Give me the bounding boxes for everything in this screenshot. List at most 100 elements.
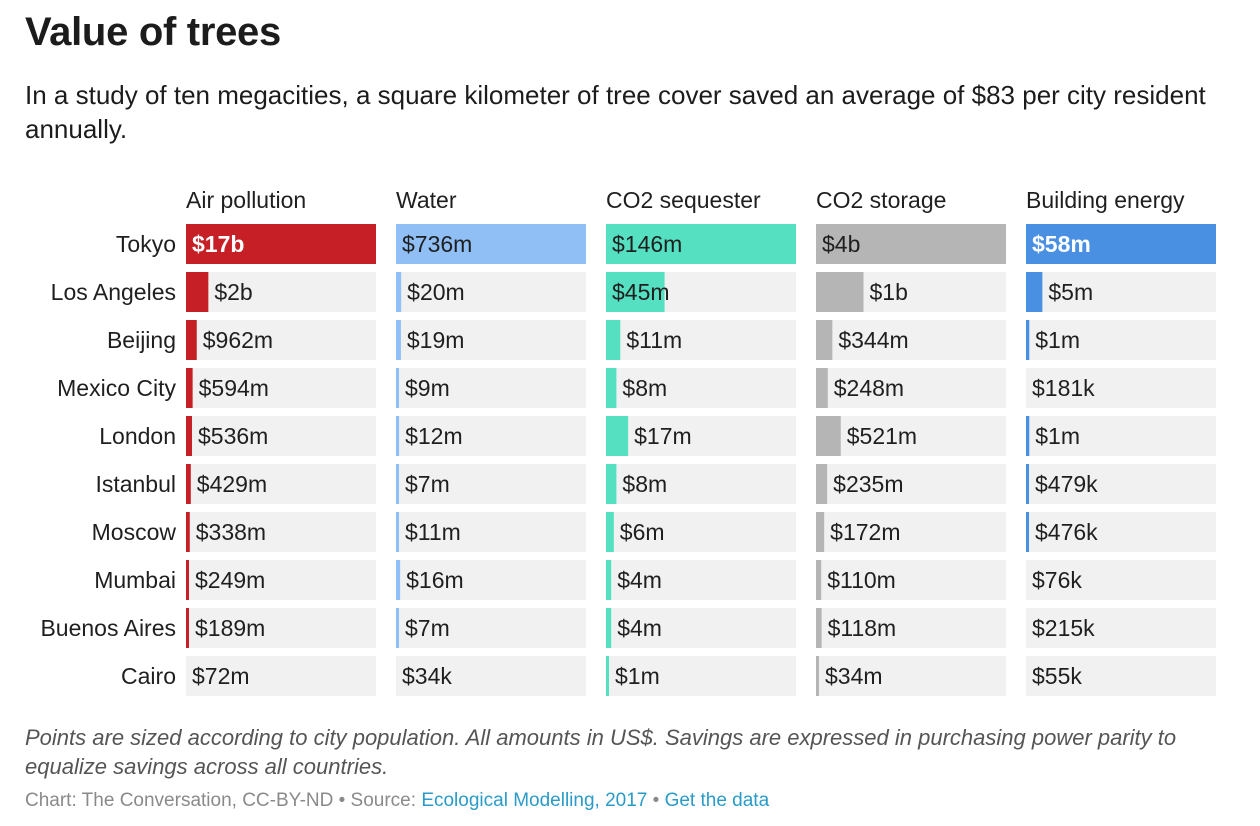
value-label-building-energy-buenos-aires: $215k	[1032, 615, 1095, 641]
bar-water-beijing	[396, 320, 401, 360]
bar-co2-storage-buenos-aires	[816, 608, 822, 648]
value-label-co2-storage-london: $521m	[847, 423, 917, 449]
bar-track-co2-storage-buenos-aires	[816, 608, 1006, 648]
bar-building-energy-moscow	[1026, 512, 1029, 552]
bar-co2-sequester-beijing	[606, 320, 621, 360]
bar-water-mexico-city	[396, 368, 399, 408]
value-label-co2-sequester-los-angeles: $45m	[612, 279, 670, 305]
bar-building-energy-beijing	[1026, 320, 1030, 360]
value-label-co2-storage-los-angeles: $1b	[870, 279, 908, 305]
value-label-building-energy-mumbai: $76k	[1032, 567, 1082, 593]
value-label-co2-sequester-london: $17m	[634, 423, 692, 449]
get-data-link[interactable]: Get the data	[664, 790, 770, 811]
value-label-co2-sequester-buenos-aires: $4m	[617, 615, 662, 641]
value-label-water-istanbul: $7m	[405, 471, 450, 497]
value-label-co2-storage-beijing: $344m	[838, 327, 908, 353]
bar-water-buenos-aires	[396, 608, 399, 648]
bar-track-water-moscow	[396, 512, 586, 552]
bar-co2-sequester-london	[606, 416, 629, 456]
bar-air-pollution-beijing	[186, 320, 197, 360]
bar-co2-storage-los-angeles	[816, 272, 864, 312]
value-label-water-los-angeles: $20m	[407, 279, 465, 305]
bar-track-water-istanbul	[396, 464, 586, 504]
bar-track-co2-storage-istanbul	[816, 464, 1006, 504]
bar-track-building-energy-istanbul	[1026, 464, 1216, 504]
value-label-co2-sequester-istanbul: $8m	[622, 471, 667, 497]
bar-track-water-beijing	[396, 320, 586, 360]
bar-co2-storage-cairo	[816, 656, 819, 696]
bar-track-co2-sequester-buenos-aires	[606, 608, 796, 648]
value-label-co2-storage-buenos-aires: $118m	[828, 615, 897, 641]
value-label-building-energy-mexico-city: $181k	[1032, 375, 1095, 401]
bar-co2-sequester-cairo	[606, 656, 609, 696]
bar-track-air-pollution-los-angeles	[186, 272, 376, 312]
value-label-water-beijing: $19m	[407, 327, 465, 353]
bar-water-tokyo	[396, 224, 586, 264]
bar-co2-sequester-moscow	[606, 512, 614, 552]
bar-co2-storage-beijing	[816, 320, 833, 360]
value-label-air-pollution-mexico-city: $594m	[199, 375, 269, 401]
bar-water-mumbai	[396, 560, 401, 600]
bar-track-water-mexico-city	[396, 368, 586, 408]
city-label-moscow: Moscow	[92, 519, 177, 545]
bar-water-london	[396, 416, 400, 456]
bar-track-building-energy-moscow	[1026, 512, 1216, 552]
bar-building-energy-los-angeles	[1026, 272, 1043, 312]
bar-co2-storage-istanbul	[816, 464, 828, 504]
bar-track-co2-sequester-cairo	[606, 656, 796, 696]
value-label-air-pollution-istanbul: $429m	[197, 471, 267, 497]
value-label-building-energy-los-angeles: $5m	[1048, 279, 1093, 305]
bar-track-co2-sequester-mexico-city	[606, 368, 796, 408]
bar-track-co2-sequester-mumbai	[606, 560, 796, 600]
value-label-air-pollution-los-angeles: $2b	[214, 279, 252, 305]
credit-separator: •	[652, 790, 660, 811]
value-label-air-pollution-tokyo: $17b	[192, 231, 244, 257]
value-label-co2-sequester-beijing: $11m	[626, 327, 682, 353]
value-label-water-moscow: $11m	[405, 519, 461, 545]
bar-air-pollution-mumbai	[186, 560, 189, 600]
value-label-building-energy-beijing: $1m	[1035, 327, 1080, 353]
bar-track-water-cairo	[396, 656, 586, 696]
column-header-water: Water	[396, 187, 457, 213]
value-label-co2-storage-tokyo: $4b	[822, 231, 860, 257]
bar-co2-storage-london	[816, 416, 841, 456]
bar-co2-sequester-mexico-city	[606, 368, 617, 408]
value-label-co2-storage-moscow: $172m	[830, 519, 900, 545]
value-label-air-pollution-london: $536m	[198, 423, 268, 449]
bar-track-co2-storage-beijing	[816, 320, 1006, 360]
value-label-co2-sequester-tokyo: $146m	[612, 231, 682, 257]
bar-air-pollution-moscow	[186, 512, 190, 552]
value-label-water-cairo: $34k	[402, 663, 452, 689]
bar-track-building-energy-mexico-city	[1026, 368, 1216, 408]
city-label-los-angeles: Los Angeles	[51, 279, 176, 305]
city-label-buenos-aires: Buenos Aires	[40, 615, 176, 641]
bar-track-co2-sequester-london	[606, 416, 796, 456]
bar-building-energy-tokyo	[1026, 224, 1216, 264]
value-label-air-pollution-beijing: $962m	[203, 327, 273, 353]
bar-track-co2-storage-london	[816, 416, 1006, 456]
bar-track-co2-sequester-istanbul	[606, 464, 796, 504]
chart-subtitle: In a study of ten megacities, a square k…	[25, 80, 1206, 144]
bar-co2-sequester-los-angeles	[606, 272, 665, 312]
bar-co2-sequester-mumbai	[606, 560, 612, 600]
value-label-water-london: $12m	[405, 423, 463, 449]
value-label-co2-storage-cairo: $34m	[825, 663, 883, 689]
bar-track-co2-storage-mexico-city	[816, 368, 1006, 408]
bar-track-air-pollution-mexico-city	[186, 368, 376, 408]
bar-water-los-angeles	[396, 272, 402, 312]
bar-track-air-pollution-london	[186, 416, 376, 456]
value-label-co2-storage-mexico-city: $248m	[834, 375, 904, 401]
city-label-istanbul: Istanbul	[95, 471, 176, 497]
bar-track-co2-storage-moscow	[816, 512, 1006, 552]
value-label-building-energy-moscow: $476k	[1035, 519, 1098, 545]
chart-note: Points are sized according to city popul…	[25, 725, 1177, 779]
bar-co2-sequester-tokyo	[606, 224, 796, 264]
bar-water-istanbul	[396, 464, 399, 504]
bar-track-co2-sequester-beijing	[606, 320, 796, 360]
bar-track-air-pollution-istanbul	[186, 464, 376, 504]
value-label-co2-sequester-mexico-city: $8m	[622, 375, 667, 401]
value-label-building-energy-london: $1m	[1035, 423, 1080, 449]
city-label-mumbai: Mumbai	[94, 567, 176, 593]
source-link[interactable]: Ecological Modelling, 2017	[421, 790, 648, 811]
